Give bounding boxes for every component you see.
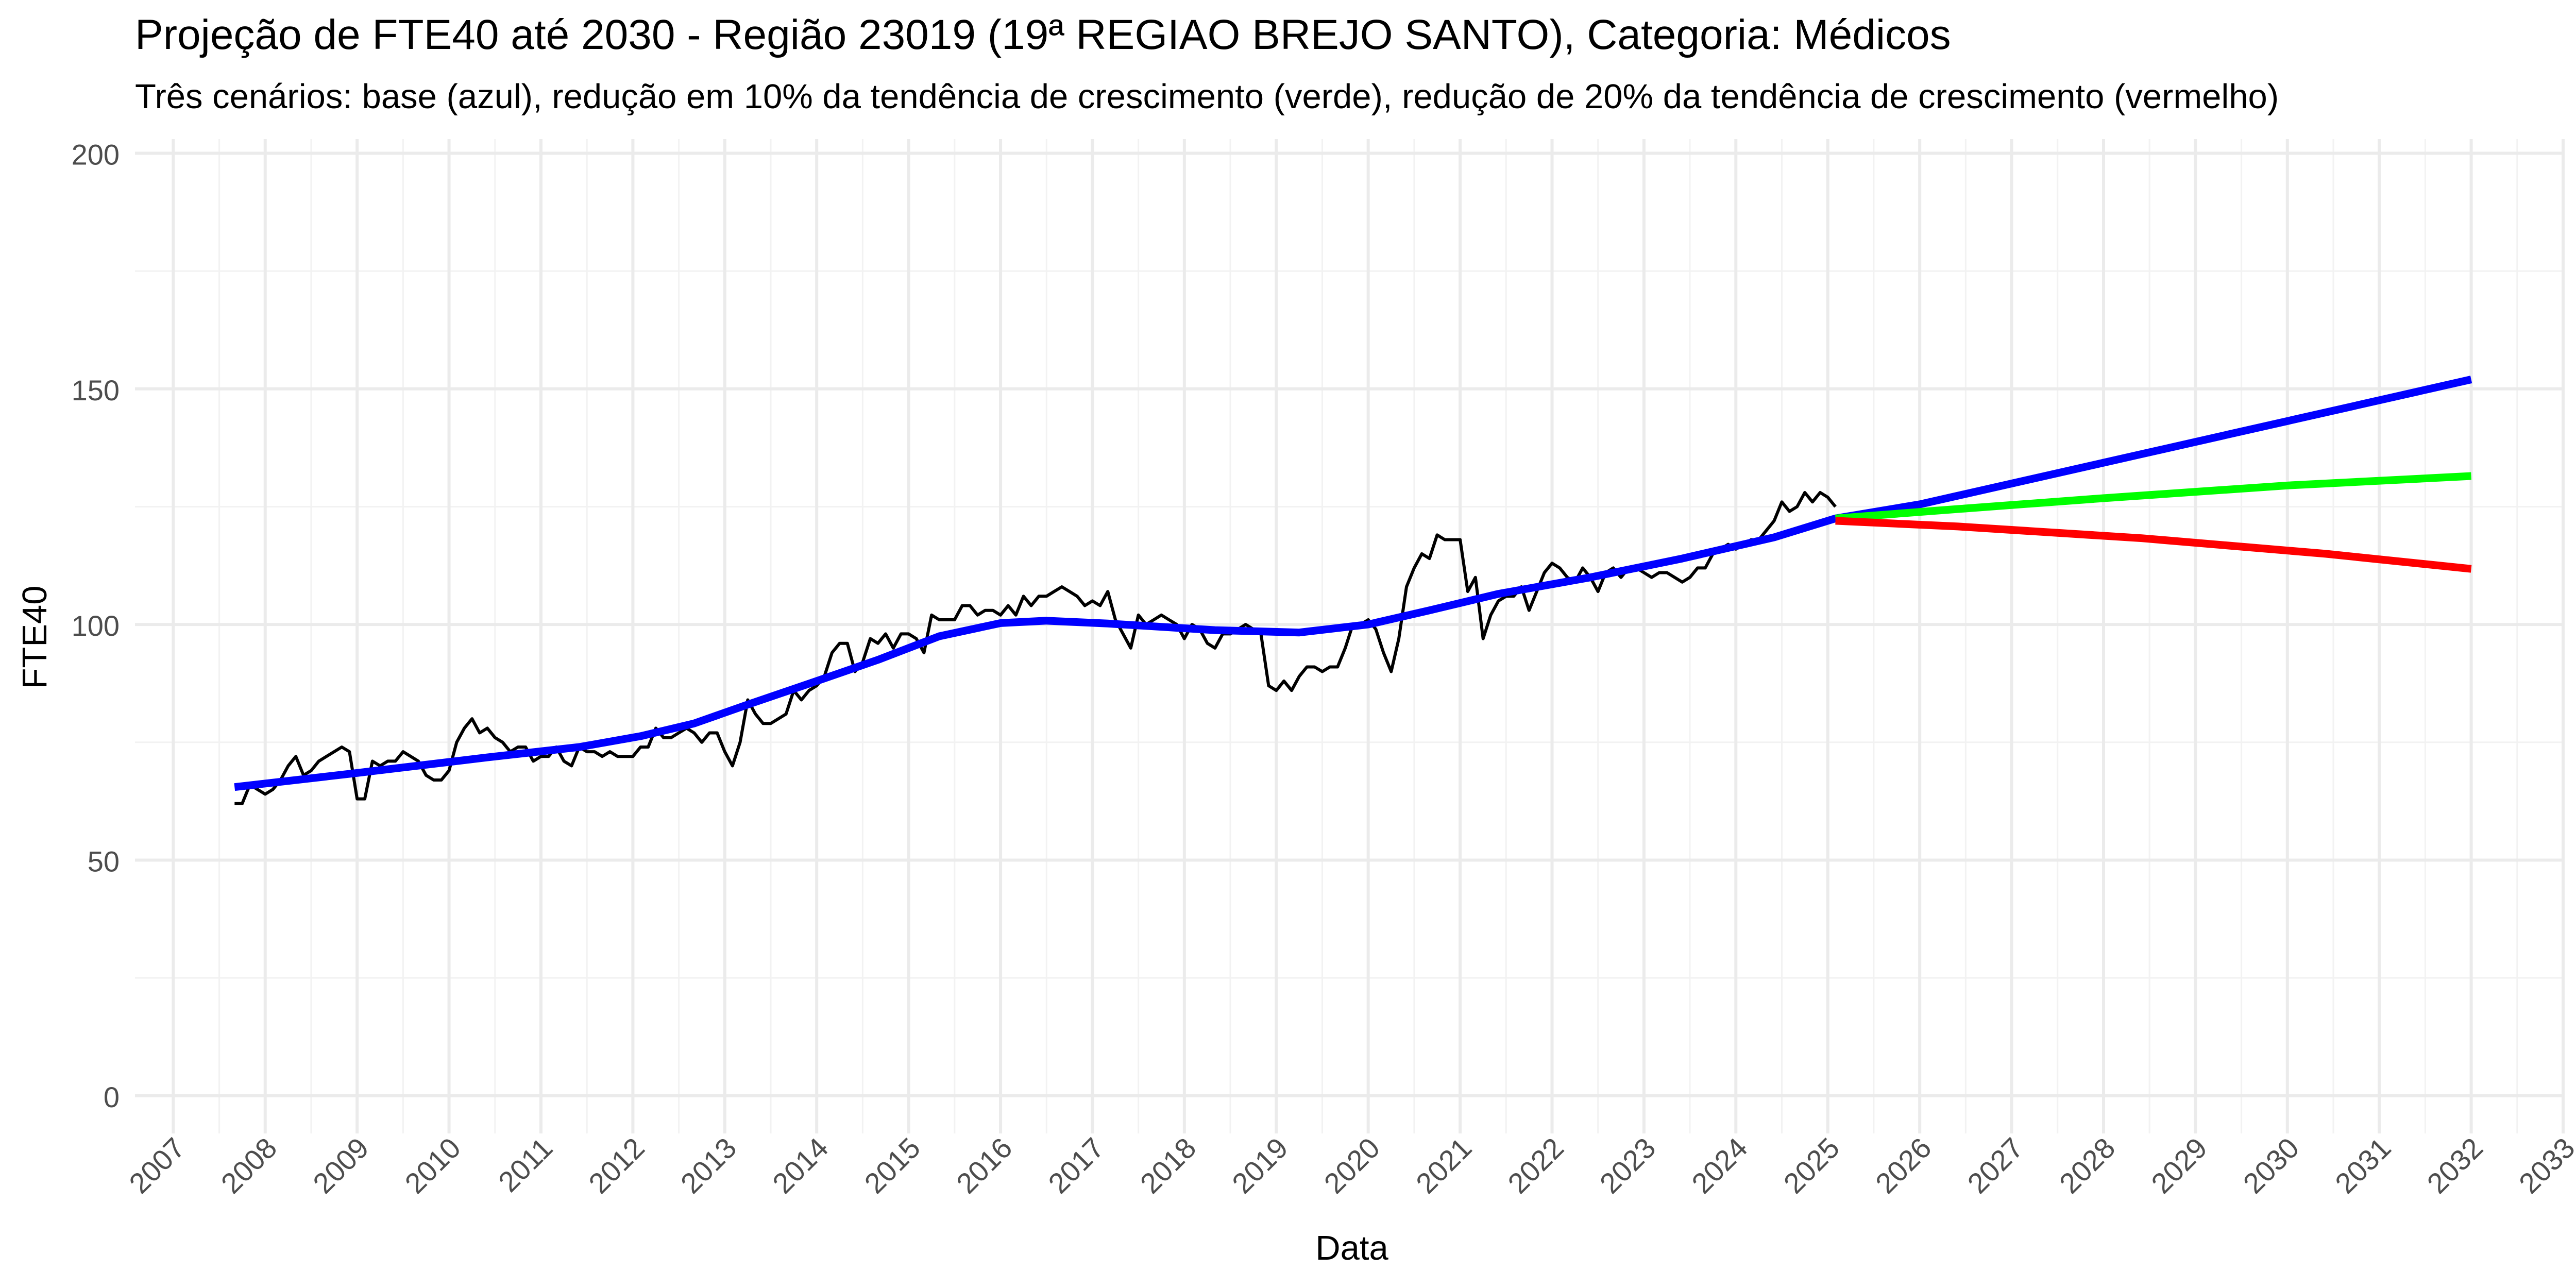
series-line-2	[234, 376, 2472, 791]
y-axis-title: FTE40	[15, 585, 54, 689]
x-axis-title: Data	[1315, 1229, 1388, 1267]
y-tick-label: 100	[72, 609, 120, 642]
y-tick-labels: 0 50 100 150 200	[72, 138, 120, 1113]
y-tick-label: 200	[72, 138, 120, 171]
y-tick-label: 150	[72, 374, 120, 406]
y-tick-label: 50	[88, 845, 120, 877]
series-line-4	[1835, 517, 2472, 573]
chart-title: Projeção de FTE40 até 2030 - Região 2301…	[135, 11, 1951, 58]
y-tick-label: 0	[104, 1081, 120, 1113]
series-layer	[234, 376, 2472, 805]
chart-subtitle: Três cenários: base (azul), redução em 1…	[135, 77, 2279, 116]
major-gridlines	[135, 139, 2565, 1133]
series-line-3	[1835, 472, 2471, 522]
